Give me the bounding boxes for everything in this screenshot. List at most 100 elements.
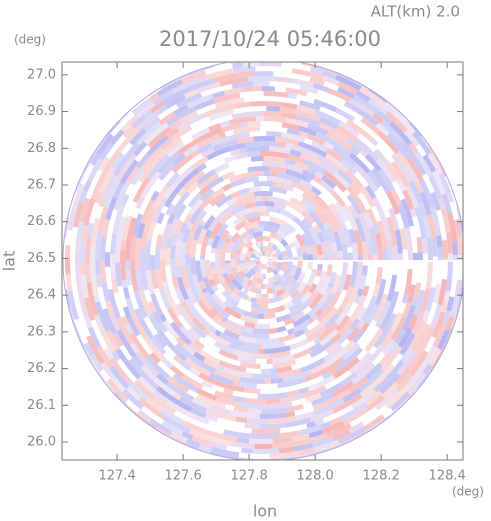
echo-cell [216,283,222,288]
echo-cell [274,308,291,318]
echo-cell [166,375,177,385]
echo-cell [379,319,389,331]
echo-cell [213,92,241,104]
echo-cell [275,305,286,313]
echo-cell [156,373,170,386]
echo-cell [249,186,262,193]
echo-cell [336,269,348,294]
echo-cell [323,312,340,330]
echo-cell [373,134,395,157]
echo-cell [309,179,325,192]
echo-cell [255,255,261,259]
echo-cell [260,268,263,274]
echo-cell [320,227,331,243]
echo-cell [382,249,388,260]
echo-cell [237,345,260,354]
echo-cell [171,275,180,290]
echo-cell [304,138,313,146]
echo-cell [408,180,423,203]
echo-cell [338,319,354,337]
echo-cell [312,83,329,93]
echo-cell [186,181,200,195]
echo-cell [207,331,231,347]
echo-cell [83,155,95,173]
echo-cell [290,246,296,250]
echo-cell [322,75,340,86]
echo-cell [312,256,319,260]
echo-cell [314,418,325,427]
echo-cell [249,353,270,359]
echo-cell [336,227,347,245]
echo-cell [139,249,146,266]
echo-cell [428,347,442,366]
echo-cell [273,202,287,210]
echo-cell [273,71,287,78]
echo-cell [277,377,306,389]
echo-cell [181,431,194,440]
echo-cell [313,398,345,416]
echo-cell [267,301,279,309]
echo-cell [263,90,289,98]
echo-cell [267,260,273,264]
echo-cell [224,404,235,411]
echo-cell [246,145,270,153]
echo-cell [299,433,328,446]
echo-cell [350,181,362,196]
echo-cell [226,197,238,207]
echo-cell [266,241,270,247]
echo-cell [236,302,252,313]
echo-cell [176,276,190,301]
echo-cell [209,306,219,316]
echo-cell [342,227,353,248]
echo-cell [309,409,335,423]
echo-cell [179,325,197,343]
echo-cell [395,213,405,230]
echo-cell [185,264,195,286]
echo-cell [277,325,287,333]
echo-cell [386,191,401,215]
echo-cell [176,168,200,190]
echo-cell [243,211,261,220]
echo-cell [315,271,327,292]
echo-cell [292,187,305,197]
echo-cell [245,367,261,374]
echo-cell [437,329,450,351]
echo-cell [221,229,230,239]
echo-cell [279,430,300,439]
echo-cell [271,252,278,258]
echo-cell [138,397,165,419]
echo-cell [297,156,305,164]
x-tick-label: 127.8 [231,469,268,484]
echo-cell [204,151,232,168]
echo-cell [195,260,204,283]
echo-cell [147,221,157,240]
echo-cell [115,153,137,182]
echo-cell [452,255,458,260]
echo-cell [281,272,289,280]
echo-cell [224,154,238,164]
echo-cell [209,451,239,460]
echo-cell [207,214,223,232]
echo-cell [186,222,194,230]
echo-cell [84,349,99,371]
echo-cell [153,222,161,235]
echo-cell [268,146,291,154]
echo-cell [266,106,281,112]
echo-cell [332,393,363,414]
echo-cell [324,370,352,390]
echo-cell [428,147,441,166]
echo-cell [240,447,253,454]
echo-cell [295,453,311,459]
echo-cell [198,361,217,374]
echo-cell [348,152,371,174]
echo-cell [310,66,324,75]
echo-cell [313,289,320,295]
echo-cell [364,153,382,173]
echo-cell [304,319,327,338]
echo-cell [375,142,395,164]
echo-cell [444,175,452,188]
echo-cell [357,192,372,211]
echo-cell [125,183,135,196]
echo-cell [122,287,131,300]
echo-cell [173,380,190,394]
